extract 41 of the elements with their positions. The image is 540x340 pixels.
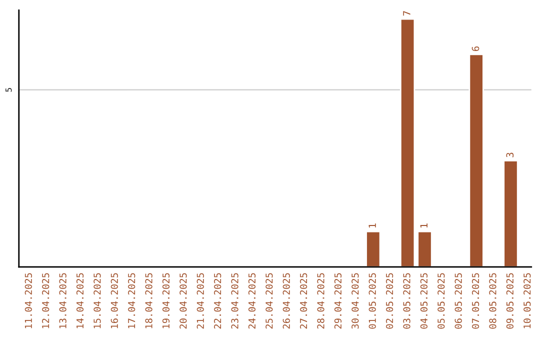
x-tick-label: 07.05.2025	[472, 273, 480, 329]
data-label: 6	[472, 46, 480, 52]
x-tick-label: 26.04.2025	[282, 273, 290, 329]
x-tick-label: 12.04.2025	[42, 273, 50, 328]
x-tick-label: 22.04.2025	[214, 273, 222, 329]
bar	[503, 160, 518, 267]
x-tick-label: 10.05.2025	[524, 273, 531, 328]
bar	[468, 54, 484, 267]
x-tick-label: 15.04.2025	[94, 273, 101, 328]
bar	[366, 230, 381, 267]
x-tick-label: 06.05.2025	[454, 273, 462, 329]
x-tick-label: 23.04.2025	[231, 273, 238, 329]
data-label: 1	[420, 224, 428, 228]
x-tick-label: 14.04.2025	[76, 273, 84, 328]
data-label: 1	[368, 224, 376, 228]
x-tick-label: 13.04.2025	[59, 273, 66, 328]
x-tick-label: 04.05.2025	[420, 273, 428, 329]
x-tick-label: 02.05.2025	[386, 273, 394, 329]
x-tick-label: 27.04.2025	[300, 273, 308, 329]
x-tick-label: 24.04.2025	[248, 273, 256, 329]
x-tick-label: 18.04.2025	[145, 273, 152, 328]
x-tick-label: 01.05.2025	[368, 273, 376, 329]
data-label: 3	[506, 152, 514, 158]
x-tick-label: 05.05.2025	[438, 273, 445, 329]
x-tick-label: 28.04.2025	[317, 273, 324, 329]
x-tick-label: 29.04.2025	[334, 273, 342, 329]
x-tick-label: 30.04.2025	[352, 273, 359, 329]
x-tick-label: 20.04.2025	[180, 273, 187, 329]
x-tick-label: 09.05.2025	[506, 273, 514, 329]
x-tick-label: 19.04.2025	[162, 273, 170, 328]
x-tick-label: 21.04.2025	[196, 273, 204, 329]
y-tick-label: 5	[6, 88, 12, 92]
x-tick-label: 17.04.2025	[128, 273, 136, 328]
bar	[400, 18, 416, 267]
bar	[417, 230, 432, 267]
x-tick-label: 16.04.2025	[110, 273, 118, 328]
data-label: 7	[403, 11, 410, 16]
x-tick-label: 08.05.2025	[489, 273, 496, 329]
x-tick-label: 11.04.2025	[24, 273, 32, 328]
x-tick-label: 25.04.2025	[266, 273, 273, 329]
x-tick-label: 03.05.2025	[403, 273, 410, 329]
